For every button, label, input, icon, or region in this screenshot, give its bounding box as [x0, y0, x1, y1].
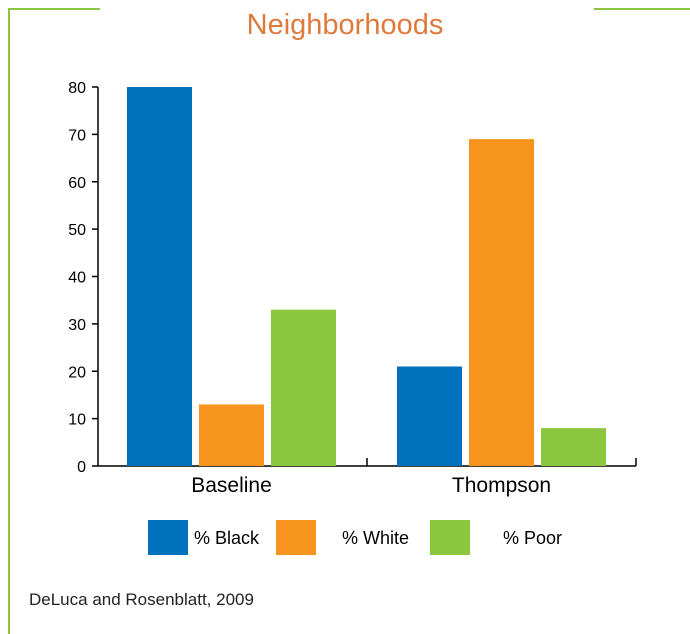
- legend-label: % Poor: [503, 528, 562, 548]
- bar: [271, 309, 336, 466]
- legend-label: % Black: [194, 528, 260, 548]
- y-tick-label: 70: [68, 127, 86, 144]
- chart-title: Neighborhoods: [246, 9, 444, 41]
- x-category-label: Baseline: [191, 474, 272, 497]
- frame-top-left-border: [8, 8, 100, 10]
- y-tick-label: 50: [68, 222, 86, 239]
- legend-swatch: [276, 520, 316, 555]
- frame-top-right-border: [594, 8, 690, 10]
- y-tick-label: 40: [68, 270, 86, 287]
- legend-swatch: [430, 520, 470, 555]
- y-tick-label: 10: [68, 412, 86, 429]
- y-tick-label: 20: [68, 364, 86, 381]
- x-category-label: Thompson: [452, 474, 551, 497]
- y-tick-label: 60: [68, 175, 86, 192]
- bar: [127, 87, 192, 466]
- source-citation: DeLuca and Rosenblatt, 2009: [29, 590, 254, 609]
- legend-label: % White: [342, 528, 409, 548]
- y-tick-label: 0: [77, 459, 86, 476]
- bar: [541, 428, 606, 466]
- y-tick-label: 80: [68, 80, 86, 97]
- y-tick-label: 30: [68, 317, 86, 334]
- frame-left-border: [8, 8, 10, 634]
- legend-swatch: [148, 520, 188, 555]
- bar: [397, 366, 462, 466]
- bar: [469, 139, 534, 467]
- bar: [199, 404, 264, 466]
